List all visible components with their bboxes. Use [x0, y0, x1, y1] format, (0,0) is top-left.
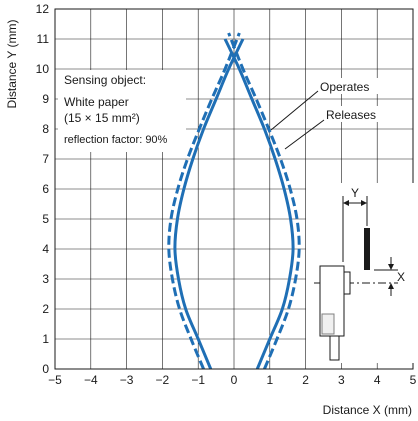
releases-label: Releases: [326, 108, 376, 122]
y-tick-label: 6: [42, 182, 49, 196]
operates-callout: Operates: [270, 78, 380, 131]
sensing-object-line-1: Sensing object:: [64, 73, 146, 87]
x-tick-label: −2: [156, 373, 170, 387]
y-tick-label: 4: [42, 242, 49, 256]
releases-curve-left: [167, 32, 241, 370]
x-tick-label: 1: [266, 373, 273, 387]
sensing-object-note: Sensing object: White paper (15 × 15 mm²…: [58, 70, 186, 152]
x-tick-label: −5: [48, 373, 62, 387]
x-tick-label: 5: [410, 373, 417, 387]
y-tick-label: 12: [36, 2, 50, 16]
x-tick-label: −1: [191, 373, 205, 387]
sensor-lens: [343, 271, 351, 295]
sensor-inset-diagram: Y X: [306, 183, 414, 363]
y-tick-label: 8: [42, 122, 49, 136]
operates-curve-left: [173, 38, 245, 370]
y-tick-label: 0: [42, 362, 49, 376]
inset-x-label: X: [397, 270, 405, 284]
operates-label: Operates: [320, 80, 369, 94]
sensing-object-plate: [364, 228, 370, 270]
y-tick-label: 3: [42, 272, 49, 286]
releases-curve-right: [227, 32, 301, 370]
x-tick-label: 0: [231, 373, 238, 387]
sensing-object-line-3: (15 × 15 mm²): [64, 111, 140, 125]
inset-y-label: Y: [351, 186, 359, 200]
x-tick-label: 4: [374, 373, 381, 387]
y-tick-label: 2: [42, 302, 49, 316]
sensor-cable: [329, 335, 340, 361]
y-tick-label: 10: [36, 62, 50, 76]
x-axis-title: Distance X (mm): [323, 403, 412, 417]
x-tick-label: −3: [120, 373, 134, 387]
sensing-object-line-4: reflection factor: 90%: [64, 134, 168, 146]
y-tick-label: 1: [42, 332, 49, 346]
x-tick-label: 2: [302, 373, 309, 387]
y-tick-label: 5: [42, 212, 49, 226]
x-tick-label: −4: [84, 373, 98, 387]
releases-callout: Releases: [284, 106, 384, 150]
y-tick-label: 9: [42, 92, 49, 106]
series-layer: [167, 32, 301, 370]
y-tick-label: 11: [37, 32, 50, 46]
sensing-object-line-2: White paper: [64, 95, 129, 109]
y-axis-title: Distance Y (mm): [5, 20, 19, 109]
x-tick-label: 3: [338, 373, 345, 387]
operates-curve-right: [223, 38, 295, 370]
y-tick-label: 7: [42, 152, 49, 166]
